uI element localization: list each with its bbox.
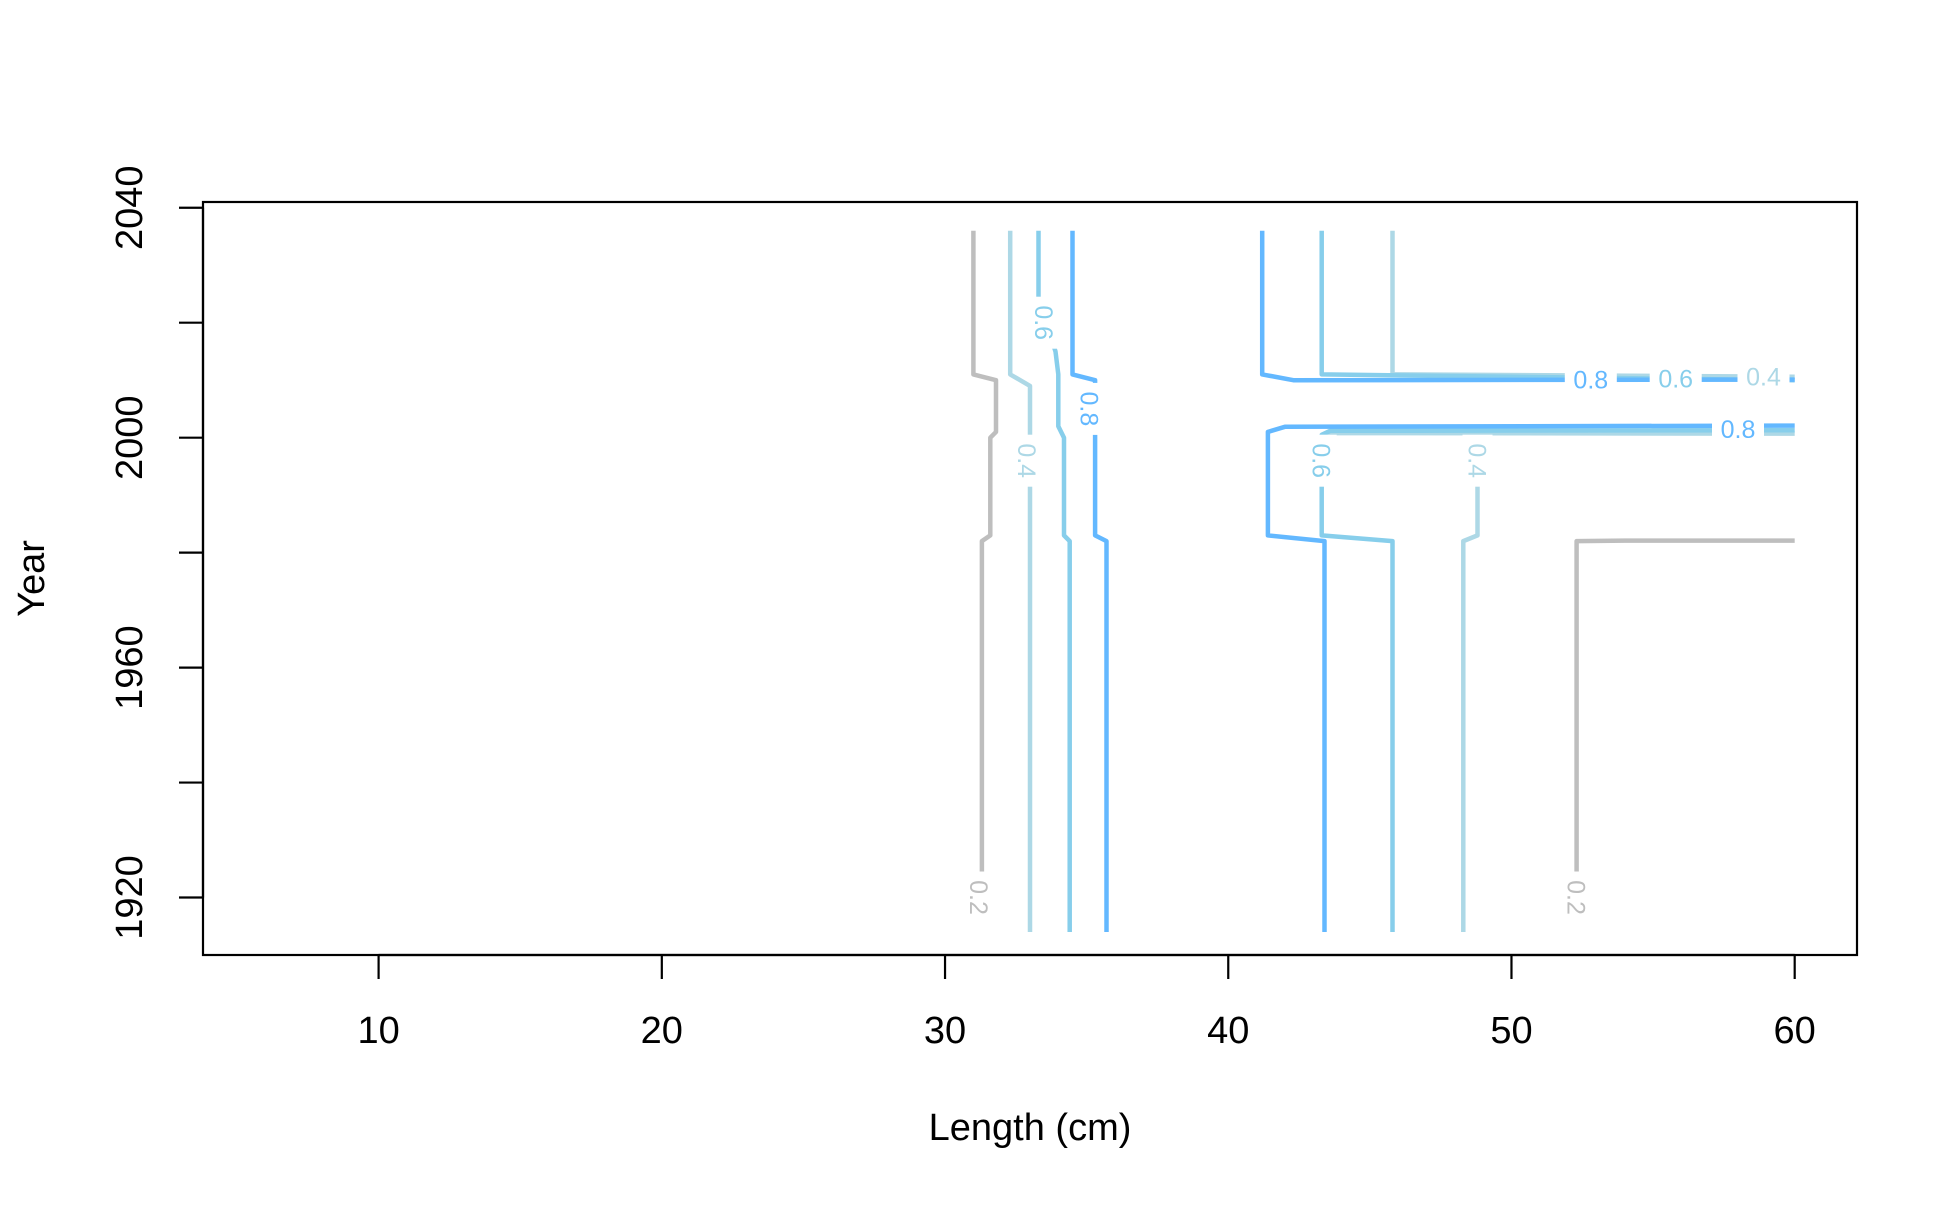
y-tick-label: 1920 [109,855,151,940]
contour-label: 0.2 [1562,880,1590,915]
contour-label: 0.8 [1721,416,1756,444]
x-tick-label: 40 [1207,1010,1249,1052]
contour-label-group: 0.2 [964,871,994,924]
contour-label-gap [1029,296,1060,349]
contour-label: 0.6 [1658,366,1693,394]
contour-label-group: 0.4 [1012,434,1043,487]
contour-label-group: 0.8 [1712,414,1764,444]
contour-line-0.8-3 [1265,423,1795,932]
contour-label-gap [964,871,994,924]
y-axis-label: Year [11,540,53,617]
y-tick-label: 1960 [109,625,151,710]
contour-line-0.2-1 [971,230,999,875]
contour-label-gap [1564,364,1617,395]
contour-label-group: 0.6 [1029,296,1060,349]
contour-line-0.4-4 [1461,437,1480,932]
x-tick-label: 10 [357,1010,399,1052]
contour-line-0.2-2 [1574,538,1795,875]
contour-label-gap [1561,871,1592,924]
contour-label-group: 0.8 [1074,382,1105,435]
x-tick-label: 20 [641,1010,683,1052]
contour-label: 0.2 [964,880,992,915]
contour-label: 0.6 [1307,443,1335,478]
contour-label-gap [1649,363,1702,394]
contour-label-group: 0.2 [1561,871,1592,924]
contour-label: 0.8 [1075,392,1103,427]
y-axis: 1920 1960 2000 2040 [109,165,205,940]
contour-line-0.4-2 [1390,230,1795,379]
x-tick-label: 30 [924,1010,966,1052]
contour-line-0.4-1 [1007,230,1033,932]
contour-lines [971,230,1795,932]
x-tick-label: 50 [1490,1010,1532,1052]
contour-label: 0.4 [1746,364,1781,392]
contour-label-group: 0.8 [1564,364,1617,395]
contour-label: 0.4 [1463,443,1491,478]
contour-label-group: 0.6 [1306,434,1337,487]
contour-label-gap [1012,434,1043,487]
contour-label: 0.6 [1029,305,1057,340]
x-tick-label: 60 [1774,1010,1816,1052]
y-tick-label: 2040 [109,165,151,250]
contour-label-gap [1074,382,1105,435]
contour-label-group: 0.6 [1649,363,1702,394]
contour-label-group: 0.4 [1737,361,1790,392]
contour-label-gap [1306,434,1337,487]
contour-label-gap [1737,361,1790,392]
contour-line-0.6-3 [1319,427,1795,932]
contour-label-gap [1462,434,1493,487]
contour-labels: 0.2 0.2 0.4 0.4 0.4 0.6 0.6 0.6 0.8 0.8 0.8 [964,296,1790,924]
contour-label-group: 0.4 [1462,434,1493,487]
contour-label: 0.4 [1012,443,1040,478]
contour-line-0.8-1 [1070,230,1109,932]
x-axis: 10 20 30 40 50 60 [357,953,1816,1052]
contour-line-0.8-2 [1259,230,1795,383]
x-axis-label: Length (cm) [929,1107,1132,1149]
y-tick-label: 2000 [109,395,151,480]
contour-label: 0.8 [1573,367,1608,395]
contour-label-gap [1712,414,1764,444]
